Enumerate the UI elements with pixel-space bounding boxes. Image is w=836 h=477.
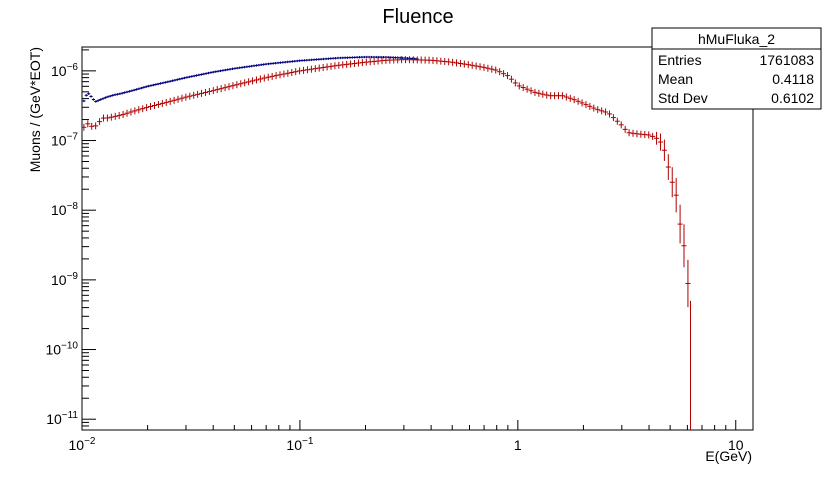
x-tick-label: 10−2 [69, 436, 96, 453]
series-1 [82, 55, 419, 103]
stats-value-mean: 0.4118 [772, 71, 814, 87]
y-tick-label: 10−11 [46, 410, 78, 427]
stats-title: hMuFluka_2 [698, 31, 775, 47]
y-tick-label: 10−6 [51, 62, 78, 79]
y-tick-label: 10−7 [51, 132, 78, 149]
x-tick-label: 10−1 [286, 436, 313, 453]
stats-value-std-dev: 0.6102 [771, 90, 814, 106]
stats-label-entries: Entries [658, 52, 702, 68]
x-axis: 10−2 10−1 1 10 [69, 420, 744, 453]
plot-frame [81, 46, 754, 431]
stats-box: hMuFluka_2 Entries 1761083 Mean 0.4118 S… [651, 27, 822, 110]
stats-label-std-dev: Std Dev [658, 90, 708, 106]
x-tick-label: 10 [728, 437, 744, 453]
y-tick-label: 10−10 [45, 341, 78, 358]
y-axis-label: Muons / (GeV*EOT) [27, 47, 43, 172]
y-tick-label: 10−9 [51, 271, 78, 288]
y-tick-label: 10−8 [51, 201, 78, 218]
stats-label-mean: Mean [658, 71, 693, 87]
x-axis-label: E(GeV) [705, 448, 752, 464]
series-layer [81, 55, 692, 430]
stats-value-entries: 1761083 [759, 52, 814, 68]
y-axis: 10−11 10−10 10−9 10−8 10−7 10−6 [45, 49, 96, 431]
series-2 [81, 56, 692, 430]
stats-box-frame [651, 27, 822, 110]
x-tick-label: 1 [514, 437, 522, 453]
chart-title: Fluence [382, 6, 453, 28]
